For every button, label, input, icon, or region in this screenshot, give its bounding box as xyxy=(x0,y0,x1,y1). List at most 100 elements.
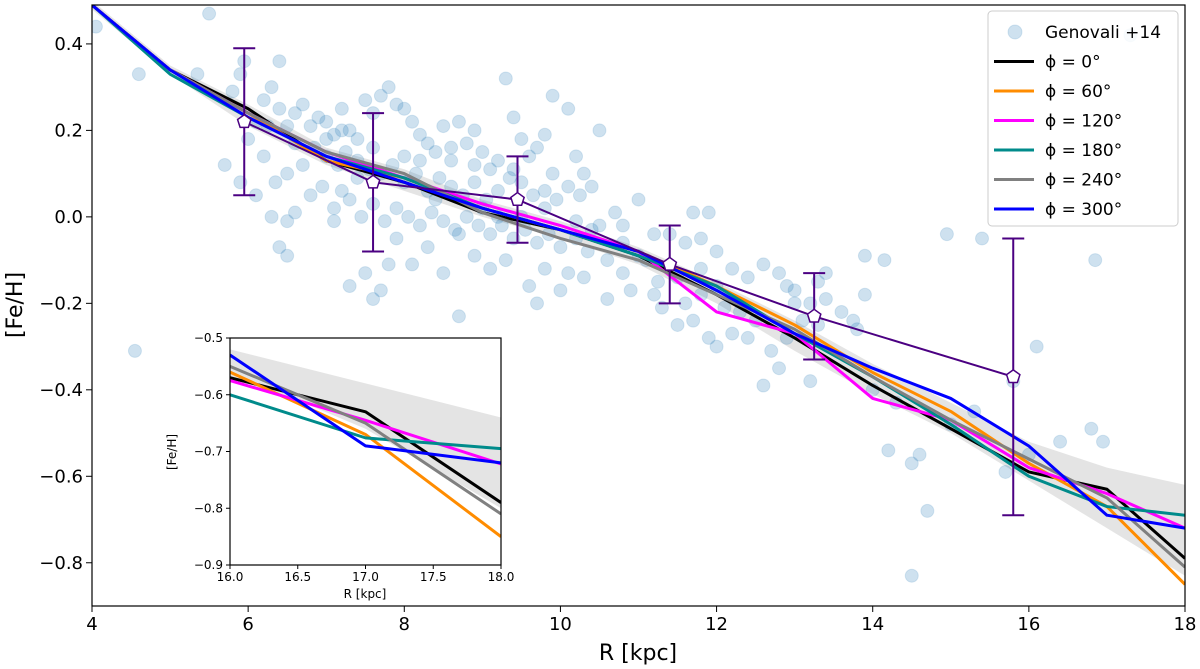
scatter-point xyxy=(818,292,833,307)
inset-x-axis-title: R [kpc] xyxy=(344,587,387,601)
binned-marker xyxy=(236,113,252,129)
scatter-point xyxy=(572,188,587,203)
scatter-point xyxy=(381,80,396,95)
scatter-point xyxy=(373,88,388,103)
scatter-point xyxy=(530,140,545,155)
scatter-point xyxy=(373,283,388,298)
scatter-point xyxy=(264,209,279,224)
binned-marker xyxy=(1005,368,1021,384)
main-plot: 4 6 8 10 12 14 16 18 −0.8 −0.6 −0.4 −0.2 0.0 0.2 0.4 R … xyxy=(3,4,1196,666)
scatter-point xyxy=(1096,434,1111,449)
scatter-point xyxy=(401,209,416,224)
scatter-point xyxy=(553,240,568,255)
scatter-point xyxy=(436,214,451,229)
scatter-point xyxy=(846,313,861,328)
scatter-point xyxy=(526,188,541,203)
scatter-point xyxy=(561,266,576,281)
scatter-point xyxy=(584,179,599,194)
scatter-point xyxy=(264,80,279,95)
scatter-point xyxy=(857,248,872,263)
scatter-point xyxy=(280,214,295,229)
scatter-point xyxy=(280,248,295,263)
scatter-point xyxy=(686,205,701,220)
main-x-tick-label: 8 xyxy=(399,614,410,635)
binned-marker xyxy=(365,174,381,189)
scatter-point xyxy=(686,313,701,328)
scatter-point xyxy=(740,270,755,285)
scatter-point xyxy=(537,127,552,142)
main-x-axis-title: R [kpc] xyxy=(599,641,677,666)
binned-means xyxy=(233,47,1025,517)
main-frame xyxy=(91,4,1186,607)
scatter-point xyxy=(342,279,357,294)
scatter-point xyxy=(545,166,560,181)
scatter-point xyxy=(670,317,685,332)
scatter-point xyxy=(600,292,615,307)
scatter-point xyxy=(127,343,142,358)
scatter-point xyxy=(904,456,919,471)
scatter-point xyxy=(405,257,420,272)
scatter-point xyxy=(569,149,584,164)
scatter-point xyxy=(287,106,302,121)
inset-x-tick-label: 16.0 xyxy=(217,570,244,584)
binned-marker xyxy=(509,191,526,206)
scatter-point xyxy=(631,192,646,207)
scatter-point xyxy=(471,218,486,233)
inset-series xyxy=(230,353,501,538)
legend-label: ϕ = 120° xyxy=(1045,112,1122,132)
scatter-point xyxy=(272,240,287,255)
scatter-point xyxy=(311,110,326,125)
scatter-point xyxy=(834,304,849,319)
scatter-point xyxy=(327,214,342,229)
scatter-point xyxy=(530,235,545,250)
scatter-point xyxy=(268,175,283,190)
scatter-point xyxy=(701,330,716,345)
scatter-point xyxy=(358,93,373,108)
scatter-point xyxy=(615,266,630,281)
scatter-point xyxy=(756,257,771,272)
scatter-point xyxy=(412,153,427,168)
scatter-point xyxy=(912,447,927,462)
inset-x-tick-label: 18.0 xyxy=(488,570,515,584)
main-y-tick-label: 0.4 xyxy=(54,34,83,55)
scatter-point xyxy=(334,123,349,138)
scatter-point xyxy=(131,67,146,82)
binned-marker xyxy=(806,308,822,323)
scatter-point xyxy=(647,287,662,302)
main-y-tick-label: 0.2 xyxy=(54,121,83,142)
main-x-tick-label: 12 xyxy=(705,614,728,635)
scatter-point xyxy=(975,231,990,246)
scatter-point xyxy=(920,503,935,518)
scatter-point xyxy=(428,145,443,160)
scatter-point xyxy=(615,218,630,233)
inset-series-line-3 xyxy=(230,393,501,451)
scatter-point xyxy=(436,266,451,281)
scatter-point xyxy=(256,93,271,108)
scatter-point xyxy=(756,378,771,393)
legend-label: ϕ = 240° xyxy=(1045,171,1122,191)
binned-marker xyxy=(662,256,678,271)
scatter-point xyxy=(576,270,591,285)
scatter-point xyxy=(537,183,552,198)
main-y-axis-title: [Fe/H] xyxy=(3,272,28,338)
scatter-point xyxy=(444,140,459,155)
scatter-point xyxy=(709,244,724,259)
scatter-point xyxy=(608,205,623,220)
inset-y-tick-label: −0.7 xyxy=(194,445,223,459)
scatter-point xyxy=(553,283,568,298)
scatter-point xyxy=(467,157,482,172)
scatter-point xyxy=(432,170,447,185)
scatter-point xyxy=(467,123,482,138)
scatter-point xyxy=(381,257,396,272)
scatter-point xyxy=(448,222,463,237)
inset-plot: 16.0 16.5 17.0 17.5 18.0 −0.9 −0.8 −0.7 −0.6 −0.5… xyxy=(165,331,514,601)
scatter-point xyxy=(725,326,740,341)
scatter-point xyxy=(459,209,474,224)
scatter-point xyxy=(998,464,1013,479)
scatter-point xyxy=(272,54,287,69)
scatter-point xyxy=(272,101,287,116)
scatter-point xyxy=(295,157,310,172)
scatter-point xyxy=(764,343,779,358)
scatter-point xyxy=(420,136,435,151)
